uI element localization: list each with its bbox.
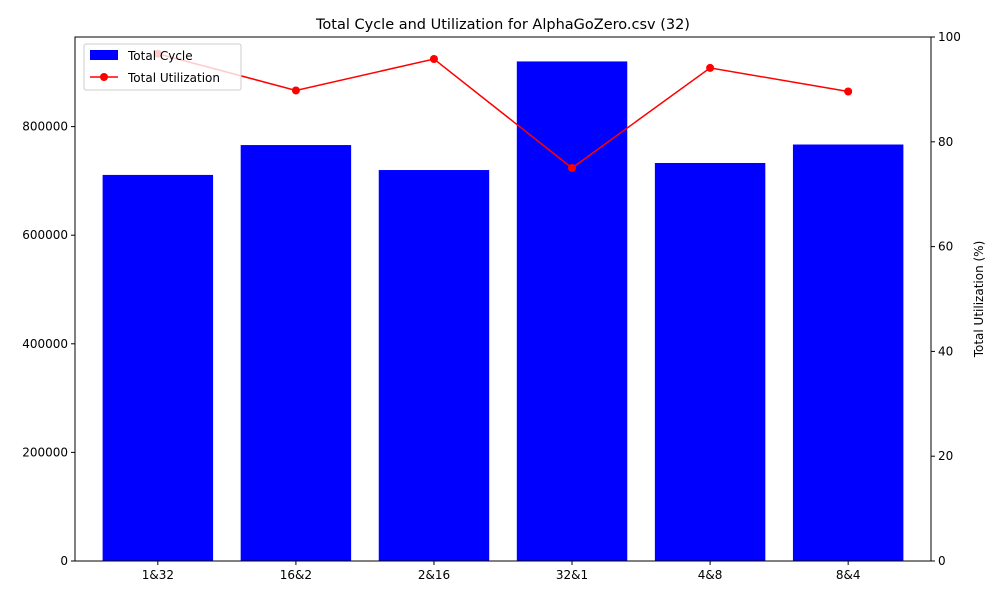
y-left-tick-label: 800000 [22,120,68,134]
x-tick-label: 16&2 [280,568,312,582]
bar [792,144,904,562]
y-left-tick-label: 600000 [22,228,68,242]
y-axis-right-label: Total Utilization (%) [972,241,986,359]
bar [516,61,628,561]
x-tick-label: 1&32 [142,568,174,582]
chart-title: Total Cycle and Utilization for AlphaGoZ… [315,17,690,33]
line-point [568,164,577,172]
bar [240,145,352,561]
y-right-tick-label: 0 [938,554,946,568]
x-tick-label: 32&1 [556,568,588,582]
utilization-line [157,53,849,169]
x-tick-label: 8&4 [836,568,861,582]
y-right-tick-label: 100 [938,30,961,44]
x-axis: 1&32 16&2 2&16 32&1 4&8 8&4 [142,561,861,582]
legend-line-label: Total Utilization [127,71,220,85]
legend-box [83,43,242,91]
y-left-tick-label: 200000 [22,445,68,459]
y-left-tick-label: 400000 [22,337,68,351]
y-right-tick-label: 80 [938,135,953,149]
y-right-tick-label: 60 [938,240,953,254]
legend-bar-swatch [90,50,118,60]
line-point [429,55,438,64]
legend-bar-label: Total Cycle [127,49,193,63]
y-right-tick-label: 40 [938,344,953,358]
line-point [844,87,853,96]
plot-frame [74,36,932,562]
bar [654,162,766,561]
legend-line-marker [100,73,108,81]
legend: Total Cycle Total Utilization [83,43,242,91]
y-axis-left: 0 200000 400000 600000 800000 [22,120,75,568]
y-axis-right: 0 20 40 60 80 100 [931,30,961,568]
x-tick-label: 4&8 [698,568,723,582]
line-point [291,86,300,95]
line-point [706,63,715,72]
y-left-tick-label: 0 [60,554,68,568]
bar-series [102,61,904,562]
y-right-tick-label: 20 [938,449,953,463]
x-tick-label: 2&16 [418,568,450,582]
bar [378,170,490,562]
bar [102,174,214,561]
